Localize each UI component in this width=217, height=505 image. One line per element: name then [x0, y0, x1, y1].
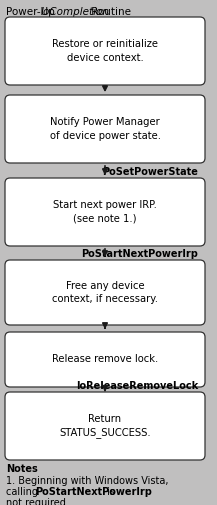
Text: Power-Up: Power-Up: [6, 7, 58, 17]
Text: IoReleaseRemoveLock: IoReleaseRemoveLock: [76, 381, 198, 391]
Text: Routine: Routine: [88, 7, 131, 17]
Text: is: is: [104, 487, 115, 497]
Text: 1. Beginning with Windows Vista,: 1. Beginning with Windows Vista,: [6, 476, 168, 486]
FancyBboxPatch shape: [5, 17, 205, 85]
Text: Release remove lock.: Release remove lock.: [52, 355, 158, 365]
FancyBboxPatch shape: [5, 95, 205, 163]
FancyBboxPatch shape: [5, 332, 205, 387]
Text: PoStartNextPowerIrp: PoStartNextPowerIrp: [35, 487, 152, 497]
FancyBboxPatch shape: [5, 392, 205, 460]
Text: PoStartNextPowerIrp: PoStartNextPowerIrp: [81, 249, 198, 259]
Text: PoSetPowerState: PoSetPowerState: [102, 167, 198, 177]
Text: Notes: Notes: [6, 464, 38, 474]
FancyBboxPatch shape: [5, 178, 205, 246]
Text: not required.: not required.: [6, 498, 69, 505]
Text: Free any device
context, if necessary.: Free any device context, if necessary.: [52, 281, 158, 304]
Text: Start next power IRP.
(see note 1.): Start next power IRP. (see note 1.): [53, 200, 157, 224]
Text: Restore or reinitialize
device context.: Restore or reinitialize device context.: [52, 39, 158, 63]
Text: IoCompletion: IoCompletion: [41, 7, 110, 17]
FancyBboxPatch shape: [5, 260, 205, 325]
Text: Notify Power Manager
of device power state.: Notify Power Manager of device power sta…: [49, 117, 161, 140]
Text: Return
STATUS_SUCCESS.: Return STATUS_SUCCESS.: [59, 414, 151, 438]
Text: calling: calling: [6, 487, 41, 497]
